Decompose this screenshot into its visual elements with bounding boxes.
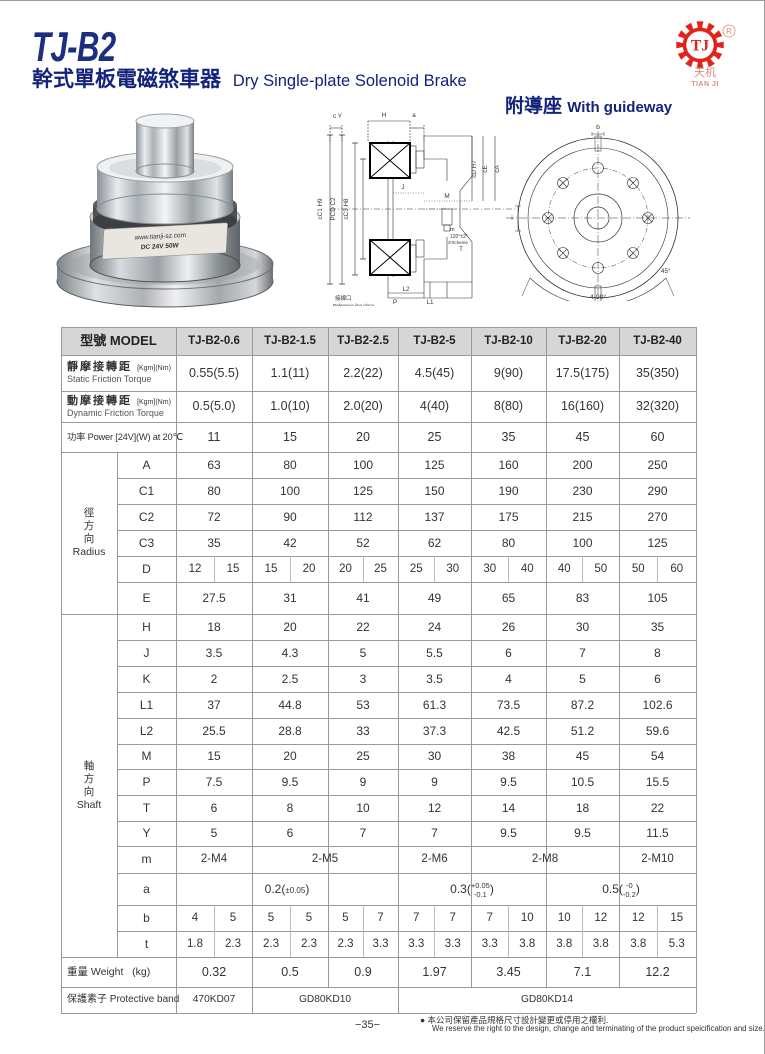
svg-text:天机: 天机 bbox=[694, 65, 716, 79]
svg-text:cD H7: cD H7 bbox=[471, 160, 478, 178]
svg-text:L1: L1 bbox=[426, 299, 434, 306]
svg-text:P: P bbox=[393, 299, 397, 306]
svg-text:M: M bbox=[444, 193, 449, 200]
svg-text:T: T bbox=[459, 246, 463, 253]
svg-text:c Y: c Y bbox=[333, 113, 343, 120]
svg-text:PCD C2: PCD C2 bbox=[330, 197, 337, 221]
svg-text:4-90°: 4-90° bbox=[590, 293, 607, 301]
svg-text:i: i bbox=[511, 215, 513, 222]
svg-text:TJ: TJ bbox=[691, 38, 709, 55]
svg-text:L2: L2 bbox=[402, 286, 410, 293]
svg-text:3'Scheme: 3'Scheme bbox=[448, 240, 468, 245]
svg-text:cC1 H9: cC1 H9 bbox=[317, 198, 324, 219]
svg-text:H: H bbox=[382, 112, 387, 119]
svg-text:cC3 H8: cC3 H8 bbox=[343, 198, 350, 219]
svg-text:TIAN JI: TIAN JI bbox=[691, 81, 719, 88]
svg-text:Reference line place: Reference line place bbox=[333, 303, 375, 306]
svg-text:J: J bbox=[401, 184, 404, 191]
svg-text:m: m bbox=[450, 227, 455, 233]
svg-text:45°: 45° bbox=[661, 268, 671, 275]
svg-text:接線口: 接線口 bbox=[335, 294, 352, 302]
svg-text:b: b bbox=[596, 124, 600, 131]
svg-text:R: R bbox=[726, 27, 732, 36]
svg-text:cE: cE bbox=[482, 165, 489, 172]
svg-text:a: a bbox=[412, 112, 416, 119]
